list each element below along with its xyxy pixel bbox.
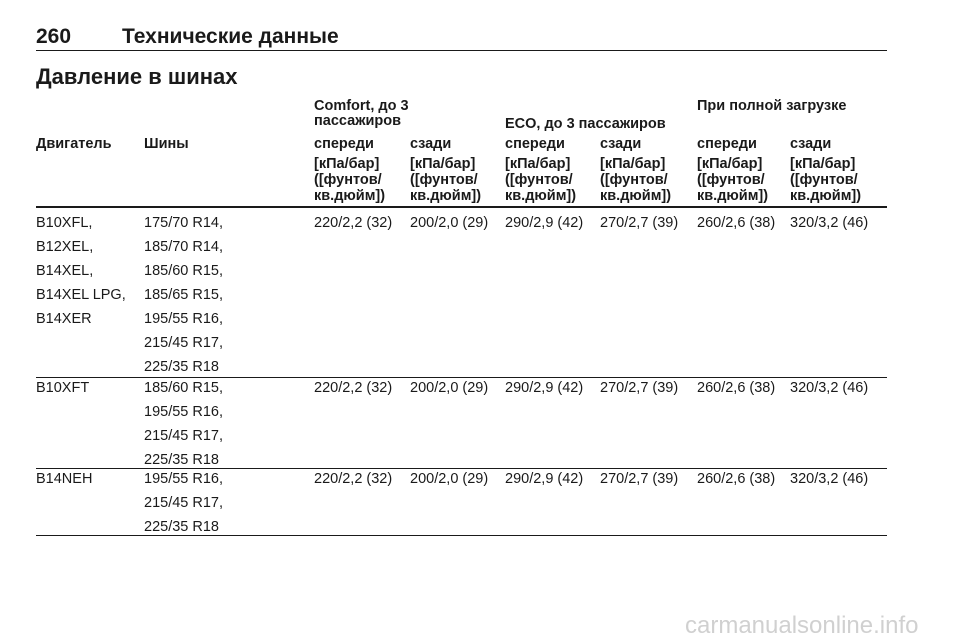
unit-header: [кПа/бар] ([фунтов/кв.дюйм]) xyxy=(600,156,672,204)
tire-cell: 195/55 R16, xyxy=(144,404,224,420)
unit-header: [кПа/бар] ([фунтов/кв.дюйм]) xyxy=(790,156,862,204)
tire-cell: 195/55 R16, xyxy=(144,311,224,327)
page-number: 260 xyxy=(36,25,72,48)
tire-cell: 215/45 R17, xyxy=(144,335,224,351)
pressure-cell: 200/2,0 (29) xyxy=(410,380,489,396)
tire-cell: 215/45 R17, xyxy=(144,495,224,511)
pressure-cell: 260/2,6 (38) xyxy=(697,215,776,231)
pressure-cell: 270/2,7 (39) xyxy=(600,471,679,487)
pressure-cell: 270/2,7 (39) xyxy=(600,215,679,231)
pressure-cell: 290/2,9 (42) xyxy=(505,380,584,396)
engine-cell: B10XFT xyxy=(36,380,90,396)
unit-header: [кПа/бар] ([фунтов/кв.дюйм]) xyxy=(505,156,577,204)
pressure-cell: 220/2,2 (32) xyxy=(314,471,393,487)
pressure-cell: 220/2,2 (32) xyxy=(314,215,393,231)
tire-cell: 225/35 R18 xyxy=(144,359,219,375)
pressure-cell: 200/2,0 (29) xyxy=(410,471,489,487)
engine-cell: B10XFL, xyxy=(36,215,93,231)
tire-cell: 215/45 R17, xyxy=(144,428,224,444)
col-eco-rear-header: сзади xyxy=(600,136,642,152)
unit-header: [кПа/бар] ([фунтов/кв.дюйм]) xyxy=(314,156,386,204)
col-tires-header: Шины xyxy=(144,136,189,152)
group-full-load: При полной загрузке xyxy=(697,98,847,114)
table-bottom-rule xyxy=(36,535,887,536)
group-eco: ECO, до 3 пассажиров xyxy=(505,116,666,132)
pressure-cell: 290/2,9 (42) xyxy=(505,471,584,487)
engine-cell: B14XEL LPG, xyxy=(36,287,126,303)
col-eco-front-header: спереди xyxy=(505,136,565,152)
watermark: carmanualsonline.info xyxy=(685,612,919,639)
col-full-rear-header: сзади xyxy=(790,136,832,152)
tire-cell: 225/35 R18 xyxy=(144,452,219,468)
table-header-divider xyxy=(36,206,887,208)
tire-cell: 225/35 R18 xyxy=(144,519,219,535)
tire-cell: 175/70 R14, xyxy=(144,215,224,231)
tire-cell: 185/60 R15, xyxy=(144,263,224,279)
pressure-cell: 320/3,2 (46) xyxy=(790,215,869,231)
pressure-cell: 260/2,6 (38) xyxy=(697,471,776,487)
pressure-cell: 320/3,2 (46) xyxy=(790,380,869,396)
pressure-cell: 200/2,0 (29) xyxy=(410,215,489,231)
page-title: Давление в шинах xyxy=(36,64,238,89)
unit-header: [кПа/бар] ([фунтов/кв.дюйм]) xyxy=(697,156,769,204)
unit-header: [кПа/бар] ([фунтов/кв.дюйм]) xyxy=(410,156,482,204)
pressure-cell: 290/2,9 (42) xyxy=(505,215,584,231)
engine-cell: B14XER xyxy=(36,311,92,327)
engine-cell: B14XEL, xyxy=(36,263,94,279)
tire-cell: 185/60 R15, xyxy=(144,380,224,396)
col-comfort-front-header: спереди xyxy=(314,136,374,152)
col-comfort-rear-header: сзади xyxy=(410,136,452,152)
pressure-cell: 260/2,6 (38) xyxy=(697,380,776,396)
engine-cell: B14NEH xyxy=(36,471,93,487)
pressure-cell: 320/3,2 (46) xyxy=(790,471,869,487)
row-divider xyxy=(36,377,887,378)
row-divider xyxy=(36,468,887,469)
tire-cell: 185/70 R14, xyxy=(144,239,224,255)
pressure-cell: 220/2,2 (32) xyxy=(314,380,393,396)
tire-cell: 185/65 R15, xyxy=(144,287,224,303)
group-comfort-line1: Comfort, до 3 xyxy=(314,98,409,114)
col-engine-header: Двигатель xyxy=(36,136,112,152)
col-full-front-header: спереди xyxy=(697,136,757,152)
pressure-cell: 270/2,7 (39) xyxy=(600,380,679,396)
tire-cell: 195/55 R16, xyxy=(144,471,224,487)
section-title: Технические данные xyxy=(122,25,339,48)
header-divider xyxy=(36,50,887,51)
engine-cell: B12XEL, xyxy=(36,239,94,255)
group-comfort-line2: пассажиров xyxy=(314,113,402,129)
